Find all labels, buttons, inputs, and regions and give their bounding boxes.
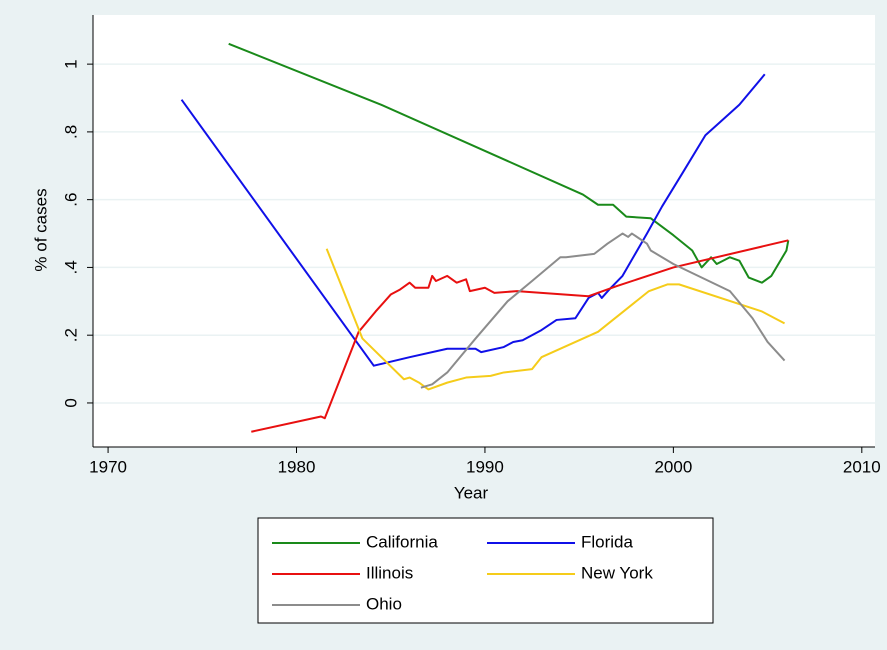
y-tick-label: .2 [61, 328, 80, 342]
x-tick-label: 1990 [466, 457, 504, 476]
y-tick-label: 0 [61, 398, 80, 407]
legend-label: Ohio [366, 594, 402, 613]
series-line [420, 232, 786, 389]
series-line [325, 248, 786, 391]
legend-label: New York [581, 563, 653, 582]
y-tick-label: .8 [61, 125, 80, 139]
series-line [228, 42, 790, 284]
series-line [251, 239, 789, 433]
plot-area [93, 15, 875, 447]
x-tick-label: 1980 [278, 457, 316, 476]
x-tick-label: 2000 [654, 457, 692, 476]
y-tick-label: .4 [61, 260, 80, 274]
y-axis-title: % of cases [31, 188, 50, 271]
y-tick-label: 1 [61, 59, 80, 68]
x-tick-label: 1970 [89, 457, 127, 476]
y-tick-label: .6 [61, 193, 80, 207]
legend-label: Florida [581, 532, 634, 551]
x-tick-label: 2010 [843, 457, 881, 476]
legend-label: Illinois [366, 563, 413, 582]
legend-label: California [366, 532, 438, 551]
series-line [180, 73, 766, 367]
x-axis-title: Year [454, 483, 489, 502]
